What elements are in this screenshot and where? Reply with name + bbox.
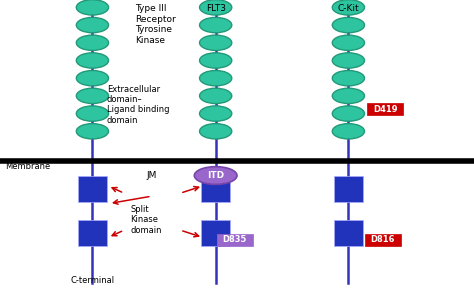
Ellipse shape [332, 0, 365, 15]
Ellipse shape [76, 35, 109, 50]
Ellipse shape [76, 88, 109, 104]
FancyBboxPatch shape [78, 220, 107, 246]
Ellipse shape [200, 53, 232, 68]
Text: D835: D835 [223, 235, 247, 244]
Ellipse shape [200, 88, 232, 104]
Ellipse shape [200, 124, 232, 139]
Ellipse shape [332, 88, 365, 104]
FancyBboxPatch shape [365, 234, 401, 246]
Ellipse shape [76, 53, 109, 68]
Ellipse shape [76, 0, 109, 15]
Ellipse shape [194, 167, 237, 184]
Ellipse shape [200, 17, 232, 33]
Text: C-terminal: C-terminal [70, 276, 115, 285]
FancyBboxPatch shape [367, 103, 403, 115]
Text: Extracellular
domain–
Ligand binding
domain: Extracellular domain– Ligand binding dom… [107, 85, 169, 125]
Ellipse shape [332, 35, 365, 50]
FancyBboxPatch shape [201, 220, 230, 246]
Ellipse shape [332, 124, 365, 139]
FancyBboxPatch shape [78, 176, 107, 202]
Text: FLT3: FLT3 [206, 4, 226, 14]
Text: Membrane: Membrane [5, 162, 50, 171]
Ellipse shape [332, 53, 365, 68]
Ellipse shape [332, 106, 365, 121]
Ellipse shape [200, 106, 232, 121]
Ellipse shape [200, 35, 232, 50]
Ellipse shape [76, 71, 109, 86]
FancyBboxPatch shape [334, 220, 363, 246]
Ellipse shape [76, 124, 109, 139]
Text: D419: D419 [373, 105, 397, 114]
FancyBboxPatch shape [201, 176, 230, 202]
Ellipse shape [332, 71, 365, 86]
Ellipse shape [200, 0, 232, 15]
Text: Split
Kinase
domain: Split Kinase domain [130, 205, 162, 235]
Text: D816: D816 [371, 235, 395, 244]
FancyBboxPatch shape [217, 234, 253, 246]
Ellipse shape [332, 17, 365, 33]
Text: ITD: ITD [207, 171, 224, 180]
Ellipse shape [76, 17, 109, 33]
Text: C-Kit: C-Kit [337, 4, 359, 14]
Ellipse shape [76, 106, 109, 121]
FancyBboxPatch shape [334, 176, 363, 202]
Text: JM: JM [146, 171, 157, 180]
Ellipse shape [200, 71, 232, 86]
Text: Type III
Receptor
Tyrosine
Kinase: Type III Receptor Tyrosine Kinase [135, 4, 176, 45]
